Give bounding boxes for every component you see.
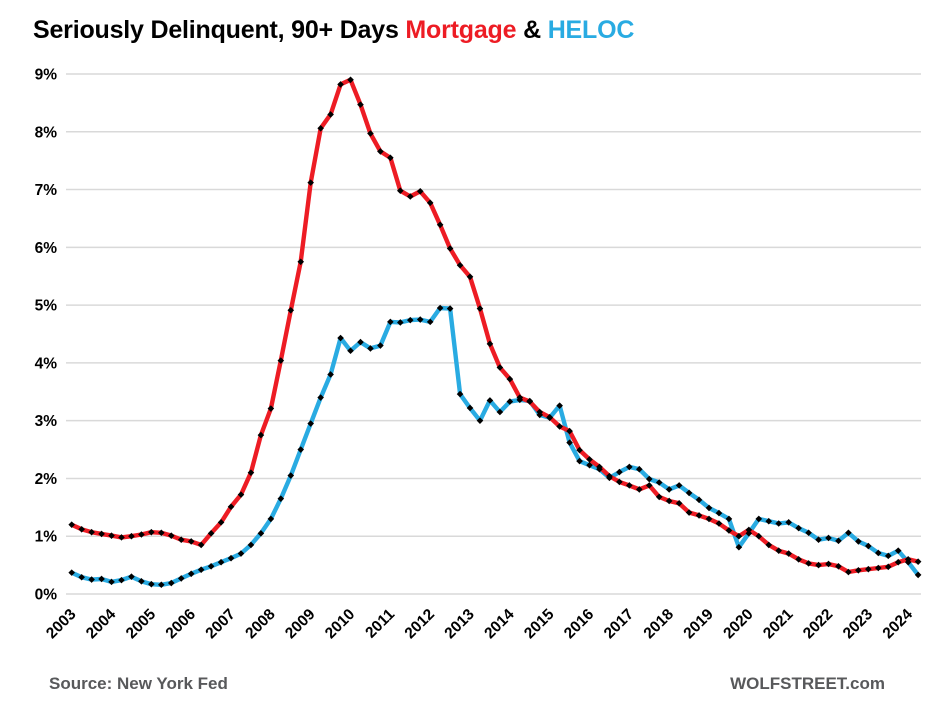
x-axis-label: 2012 xyxy=(402,606,438,642)
x-axis-label: 2019 xyxy=(680,606,717,643)
series-markers-mortgage xyxy=(68,76,922,576)
y-axis-label: 5% xyxy=(35,298,58,315)
series-line-mortgage xyxy=(69,77,921,575)
x-axis-label: 2017 xyxy=(601,606,637,642)
y-axis-label: 4% xyxy=(35,355,58,372)
x-axis-label: 2013 xyxy=(441,606,478,643)
x-axis-label: 2020 xyxy=(720,606,756,642)
x-axis-label: 2021 xyxy=(760,606,797,643)
y-axis-label: 0% xyxy=(35,587,58,604)
wolfstreet-watermark: WOLFSTREET.com xyxy=(730,674,885,693)
x-axis-label: 2016 xyxy=(561,606,598,643)
x-axis-label: 2014 xyxy=(481,606,518,643)
x-axis-label: 2003 xyxy=(43,606,80,643)
source-note: Source: New York Fed xyxy=(49,674,228,693)
x-axis-label: 2010 xyxy=(322,606,358,642)
series-markers-heloc xyxy=(68,304,922,589)
x-axis-label: 2022 xyxy=(800,606,836,642)
legend-heloc-label: HELOC xyxy=(547,16,635,44)
x-axis-label: 2008 xyxy=(242,606,279,643)
x-axis-label: 2009 xyxy=(282,606,319,643)
y-axis-label: 9% xyxy=(35,67,58,84)
y-axis-label: 1% xyxy=(35,529,58,546)
y-axis-label: 6% xyxy=(35,240,58,257)
x-axis-label: 2011 xyxy=(362,606,398,642)
x-axis-label: 2023 xyxy=(840,606,877,643)
x-axis-label: 2004 xyxy=(83,606,120,643)
x-axis-label: 2005 xyxy=(123,606,160,643)
y-axis-label: 7% xyxy=(35,182,58,199)
y-axis-label: 3% xyxy=(35,413,58,430)
x-axis-label: 2006 xyxy=(163,606,200,643)
x-axis-label: 2024 xyxy=(880,606,917,643)
x-axis-label: 2007 xyxy=(202,606,238,642)
y-axis-label: 2% xyxy=(35,471,58,488)
x-axis-label: 2015 xyxy=(521,606,558,643)
legend-mortgage-label: Mortgage xyxy=(405,16,517,44)
chart-title: Seriously Delinquent, 90+ Days Mortgage … xyxy=(33,16,634,45)
y-axis-label: 8% xyxy=(35,124,58,141)
chart-title-text: Seriously Delinquent, 90+ Days xyxy=(33,16,406,44)
x-axis-label: 2018 xyxy=(641,606,678,643)
chart-title-amp: & xyxy=(516,16,548,44)
